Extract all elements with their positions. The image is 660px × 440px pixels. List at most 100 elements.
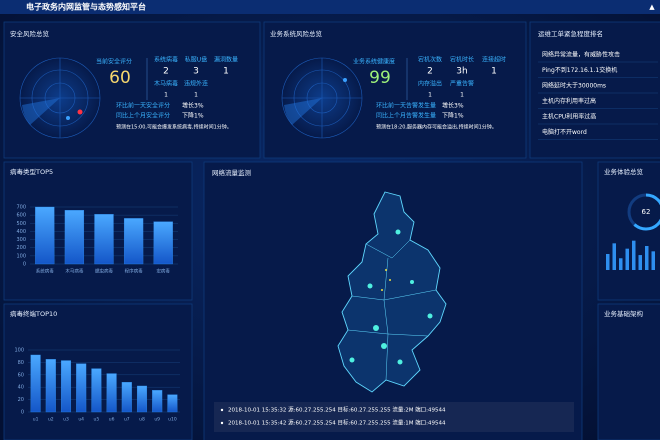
- stat-label: 系统病毒: [154, 56, 178, 64]
- ticket-item: 网络延时大于30000ms: [542, 82, 606, 90]
- map: [337, 191, 447, 393]
- forecast: 预测在18:20,服务器内存可能会溢出,持续时间1分钟。: [376, 124, 497, 131]
- x-tick-label: 蠕虫病毒: [95, 268, 113, 275]
- page-title: 电子政务内网监管与态势感知平台: [26, 2, 146, 12]
- bar: [35, 206, 55, 265]
- y-tick-label: 60: [18, 372, 24, 378]
- log-bullet: [220, 421, 224, 425]
- gauge-value: 62: [642, 208, 651, 216]
- y-tick-label: 300: [16, 237, 26, 243]
- bar: [638, 255, 642, 270]
- stat-value: 1: [223, 67, 229, 77]
- log-line: 2018-10-01 15:35:42 源:60.27.255.254 目标:6…: [228, 419, 446, 427]
- trend-label: 同比上个月安全评分: [116, 112, 170, 120]
- x-tick-label: u10: [168, 417, 177, 423]
- y-tick-label: 40: [18, 385, 24, 391]
- radar: [19, 57, 101, 139]
- trend-change: 增长3%: [182, 102, 204, 110]
- stat-value: 3h: [456, 67, 467, 77]
- radar: [281, 57, 363, 139]
- trend-change: 下降1%: [442, 112, 464, 120]
- log-bullet: [220, 408, 224, 412]
- y-tick-label: 80: [18, 360, 24, 366]
- menu-icon[interactable]: ▲: [649, 3, 655, 11]
- x-tick-label: 木马病毒: [65, 268, 83, 275]
- ticket-item: 电脑打不开word: [542, 128, 587, 136]
- panel-title: 业务系统风险总览: [270, 29, 323, 38]
- trend-change: 下降1%: [182, 112, 204, 120]
- bar: [153, 221, 173, 265]
- x-tick-label: u2: [48, 417, 54, 423]
- stat-value: 2: [163, 67, 169, 77]
- ticket-item: 主机内存利用率过高: [542, 97, 596, 105]
- stat-value: 3: [193, 67, 199, 77]
- x-tick-label: u5: [94, 417, 100, 423]
- log-line: 2018-10-01 15:35:32 源:60.27.255.254 目标:6…: [228, 406, 446, 414]
- stat-label: 宕机次数: [418, 56, 442, 64]
- x-tick-label: 系统病毒: [36, 268, 54, 275]
- score-value: 99: [369, 68, 391, 88]
- x-tick-label: u3: [63, 417, 69, 423]
- bar: [645, 246, 649, 270]
- y-tick-label: 200: [16, 245, 26, 251]
- x-tick-label: 宏病毒: [156, 268, 170, 275]
- bar: [94, 214, 114, 265]
- panel: [529, 21, 660, 159]
- ticket-item: 网络异常流量，有威胁性攻击: [542, 51, 620, 59]
- bar: [632, 240, 636, 270]
- bar: [619, 258, 623, 270]
- trend-label: 环比前一天告警发生量: [376, 102, 436, 110]
- stat-label: 严重告警: [450, 80, 474, 88]
- panel-title: 病毒终端TOP10: [10, 309, 57, 318]
- panel: [597, 303, 660, 440]
- panel-title: 业务基础架构: [604, 309, 644, 318]
- bar: [106, 373, 117, 413]
- x-tick-label: u6: [109, 417, 115, 423]
- panel-title: 病毒类型TOP5: [10, 167, 53, 176]
- bar: [136, 385, 148, 413]
- trend-label: 环比前一天安全评分: [116, 102, 170, 110]
- bar: [121, 382, 132, 413]
- bar: [91, 368, 102, 413]
- y-tick-label: 600: [16, 213, 26, 219]
- bar: [167, 394, 178, 413]
- stat-value: 2: [427, 67, 433, 77]
- bar: [30, 354, 41, 413]
- y-tick-label: 500: [16, 221, 26, 227]
- panel-title: 业务体验总览: [604, 167, 644, 176]
- y-tick-label: 400: [16, 229, 26, 235]
- panel-title: 安全风险总览: [10, 29, 50, 38]
- score-value: 60: [109, 68, 131, 88]
- x-tick-label: u7: [124, 417, 130, 423]
- stat-value: 1: [428, 92, 432, 99]
- y-tick-label: 0: [23, 262, 26, 268]
- y-tick-label: 0: [21, 410, 24, 416]
- x-tick-label: u4: [78, 417, 84, 423]
- gauge: [627, 193, 660, 231]
- trend-change: 增长3%: [442, 102, 464, 110]
- x-tick-label: 程序病毒: [125, 268, 143, 275]
- stat-label: 漏洞数量: [214, 56, 238, 64]
- bar: [152, 390, 163, 413]
- stat-label: 内存溢出: [418, 80, 442, 88]
- bar: [60, 360, 72, 413]
- panel-title: 运维工单紧急程度排名: [538, 29, 603, 38]
- stat-value: 1: [164, 92, 168, 99]
- stat-label: 宕机时长: [450, 56, 474, 64]
- header-bar: [0, 0, 660, 14]
- bar: [606, 254, 610, 270]
- forecast: 预测在15:00,可能会爆发系统病毒,持续时间1分钟。: [116, 124, 232, 131]
- stat-label: 私服U盘: [185, 56, 207, 64]
- panel-title: 网络流量监测: [212, 168, 252, 177]
- stat-label: 连接超时: [482, 56, 506, 64]
- ticket-item: 主机CPU利用率过高: [542, 113, 596, 121]
- y-tick-label: 700: [16, 205, 26, 211]
- ticket-item: Ping不到172.16.1.1交换机: [542, 66, 617, 74]
- trend-label: 同比上个月告警发生量: [376, 112, 436, 120]
- bar: [612, 243, 616, 270]
- y-tick-label: 20: [18, 397, 24, 403]
- bar: [123, 218, 144, 265]
- y-tick-label: 100: [16, 253, 26, 259]
- stat-label: 违规外连: [184, 80, 208, 88]
